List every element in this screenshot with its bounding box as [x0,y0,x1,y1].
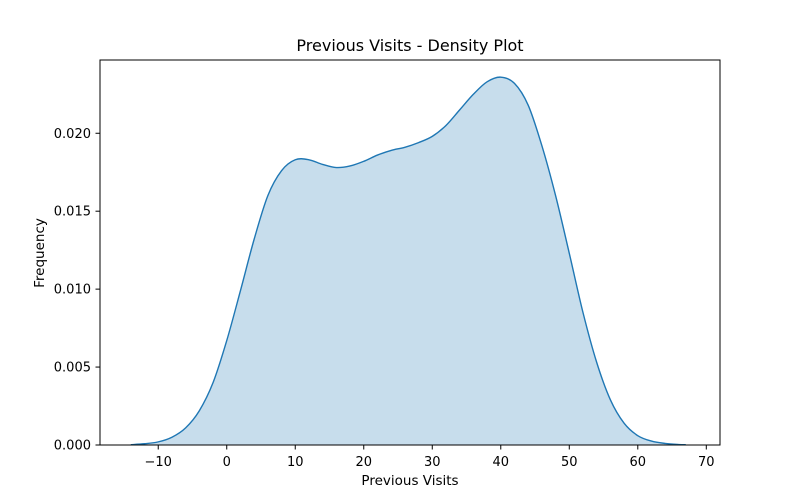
y-tick-label: 0.005 [54,361,91,376]
x-tick-label: 70 [698,455,715,470]
y-tick-label: 0.020 [54,127,91,142]
x-axis-label: Previous Visits [361,473,458,489]
x-tick-label: 30 [424,455,441,470]
x-tick-label: 0 [223,455,231,470]
density-line-0 [130,76,686,446]
y-tick-label: 0.000 [54,439,91,454]
x-tick-label: −10 [145,455,172,470]
x-axis: −10 0 10 20 30 40 50 60 70 [145,445,715,470]
x-tick-label: 60 [630,455,647,470]
y-tick-label: 0.015 [54,205,91,220]
x-tick-label: 20 [355,455,372,470]
y-tick-label: 0.010 [54,283,91,298]
x-tick-label: 10 [287,455,304,470]
x-tick-label: 40 [493,455,510,470]
density-area-0 [130,77,686,446]
x-tick-label: 50 [561,455,578,470]
chart-title: Previous Visits - Density Plot [296,36,523,55]
y-axis: 0.000 0.005 0.010 0.015 0.020 [54,127,100,454]
y-axis-label: Frequency [32,218,48,288]
plot-frame [99,59,721,446]
plot-area [130,76,686,446]
